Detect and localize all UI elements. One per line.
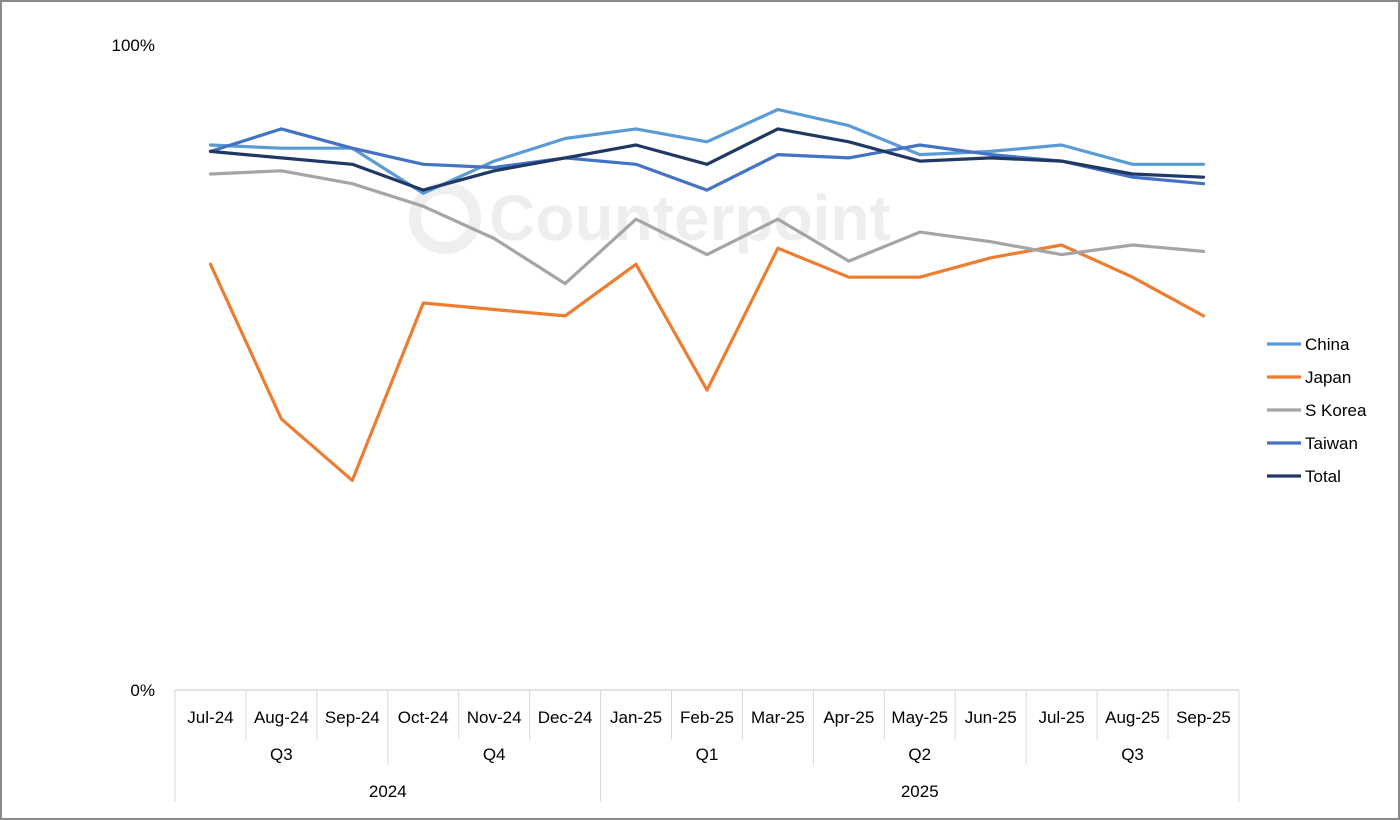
quarter-label: Q1 [696, 745, 719, 764]
x-tick-label: Feb-25 [680, 708, 734, 727]
legend-label-total: Total [1305, 467, 1341, 486]
watermark-logo: Counterpoint [489, 182, 891, 254]
x-tick-label: Aug-25 [1105, 708, 1160, 727]
series-line-total [208, 127, 1206, 192]
legend-label-taiwan: Taiwan [1305, 434, 1358, 453]
x-tick-label: Jun-25 [965, 708, 1017, 727]
x-tick-label: Nov-24 [467, 708, 522, 727]
x-tick-label: Aug-24 [254, 708, 309, 727]
legend-label-china: China [1305, 335, 1350, 354]
x-tick-label: Dec-24 [538, 708, 593, 727]
watermark-logo-icon [409, 182, 481, 254]
y-tick-label-100: 100% [112, 36, 155, 55]
year-label: 2024 [369, 782, 407, 801]
quarter-label: Q2 [908, 745, 931, 764]
series-line-s-korea [208, 169, 1206, 286]
x-tick-label: Jan-25 [610, 708, 662, 727]
series-line-japan [208, 243, 1206, 482]
x-tick-label: May-25 [891, 708, 948, 727]
x-tick-label: Sep-24 [325, 708, 380, 727]
year-label: 2025 [901, 782, 939, 801]
legend-label-s-korea: S Korea [1305, 401, 1367, 420]
x-tick-label: Sep-25 [1176, 708, 1231, 727]
quarter-label: Q3 [270, 745, 293, 764]
x-tick-label: Jul-25 [1038, 708, 1084, 727]
quarter-label: Q3 [1121, 745, 1144, 764]
series-line-china [208, 107, 1206, 195]
x-tick-label: Oct-24 [398, 708, 449, 727]
x-tick-label: Apr-25 [823, 708, 874, 727]
y-tick-label-0: 0% [130, 681, 155, 700]
x-tick-label: Mar-25 [751, 708, 805, 727]
legend-label-japan: Japan [1305, 368, 1351, 387]
x-tick-label: Jul-24 [187, 708, 233, 727]
quarter-label: Q4 [483, 745, 506, 764]
